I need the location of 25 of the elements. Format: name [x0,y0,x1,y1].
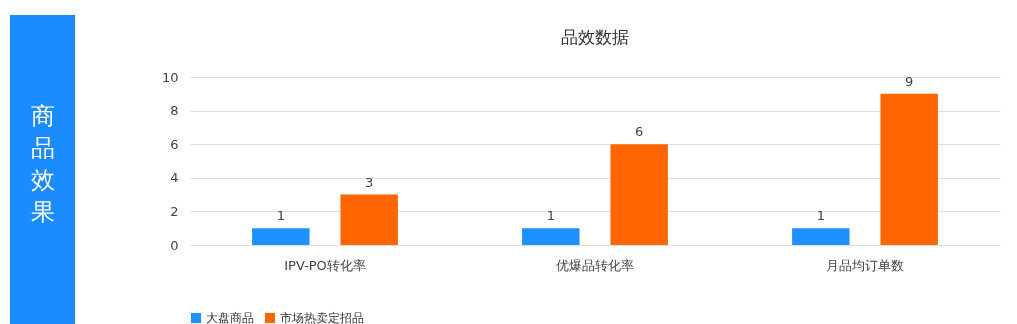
text: 商品效果 [29,101,56,228]
data-label: 1 [276,208,285,224]
bar [880,93,938,245]
data-label: 1 [816,208,825,224]
y-tick-label: 0 [170,237,179,253]
bar [340,194,398,245]
data-label: 6 [635,124,644,140]
y-tick-label: 2 [170,203,179,219]
y-tick-label: 6 [170,136,179,152]
legend-label: 市场热卖定招品 [280,311,364,324]
data-label: 9 [905,73,914,89]
bar [252,228,310,245]
x-tick-label: IPV-PO转化率 [284,257,366,273]
y-tick-label: 8 [170,103,179,119]
bar [792,228,850,245]
data-label: 3 [365,174,374,190]
bar [610,144,668,245]
y-tick-label: 10 [161,69,179,85]
x-tick-label: 月品均订单数 [826,257,904,273]
bar [522,228,580,245]
legend-label: 大盘商品 [206,311,254,324]
chart-title: 品效数据 [561,27,629,47]
data-label: 1 [546,208,555,224]
y-tick-label: 4 [170,170,179,186]
x-tick-label: 优爆品转化率 [556,257,634,273]
